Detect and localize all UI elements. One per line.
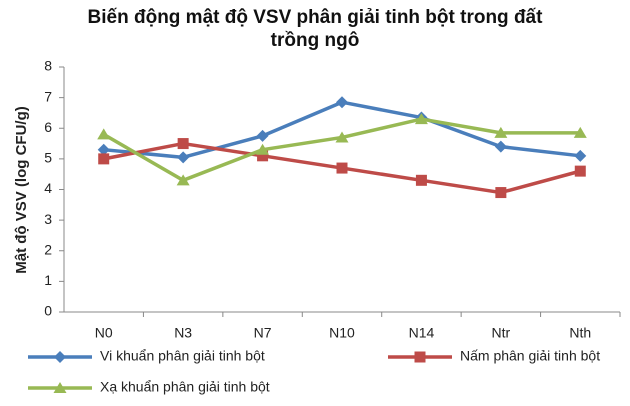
legend-label: Vi khuẩn phân giải tinh bột bbox=[100, 348, 265, 364]
legend-marker bbox=[53, 382, 67, 393]
x-tick-label: N10 bbox=[329, 325, 355, 341]
data-point bbox=[495, 187, 507, 199]
legend-marker bbox=[54, 351, 66, 363]
legend-marker bbox=[414, 351, 426, 363]
data-point bbox=[574, 165, 586, 177]
y-tick-label: 1 bbox=[44, 272, 52, 288]
legend-label: Xạ khuẩn phân giải tinh bột bbox=[100, 379, 270, 395]
data-point bbox=[336, 96, 348, 109]
x-tick-label: N0 bbox=[95, 325, 113, 341]
data-point bbox=[97, 143, 110, 156]
x-tick-label: N3 bbox=[174, 325, 192, 341]
y-tick-label: 2 bbox=[44, 241, 52, 257]
y-tick-label: 8 bbox=[44, 58, 52, 74]
data-point bbox=[97, 128, 111, 140]
data-point bbox=[256, 143, 270, 155]
legend-label: Nấm phân giải tinh bột bbox=[460, 348, 600, 364]
series-line bbox=[103, 100, 581, 160]
data-point bbox=[177, 151, 190, 164]
data-point bbox=[335, 131, 349, 143]
y-tick-label: 4 bbox=[44, 180, 52, 196]
x-tick-label: N14 bbox=[409, 325, 435, 341]
data-point bbox=[494, 126, 508, 138]
data-point bbox=[494, 140, 507, 153]
data-point bbox=[574, 149, 587, 162]
x-tick-label: N7 bbox=[254, 325, 272, 341]
data-point bbox=[414, 113, 428, 125]
data-point bbox=[573, 126, 587, 138]
data-point bbox=[98, 153, 110, 165]
data-point bbox=[256, 129, 269, 142]
data-point bbox=[176, 174, 190, 186]
y-axis-label: Mật độ VSV (log CFU/g) bbox=[13, 106, 30, 273]
y-tick-label: 6 bbox=[44, 119, 52, 135]
y-tick-label: 3 bbox=[44, 211, 52, 227]
data-point bbox=[257, 150, 269, 162]
data-point bbox=[336, 162, 348, 174]
y-tick-label: 0 bbox=[44, 303, 52, 319]
y-tick-label: 5 bbox=[44, 150, 52, 166]
x-tick-label: Nth bbox=[569, 325, 591, 341]
data-point bbox=[415, 174, 427, 186]
data-point bbox=[177, 138, 189, 150]
y-tick-label: 7 bbox=[44, 88, 52, 104]
chart-title: Biến động mật độ VSV phân giải tinh bột … bbox=[87, 7, 543, 51]
x-tick-label: Ntr bbox=[492, 325, 511, 341]
